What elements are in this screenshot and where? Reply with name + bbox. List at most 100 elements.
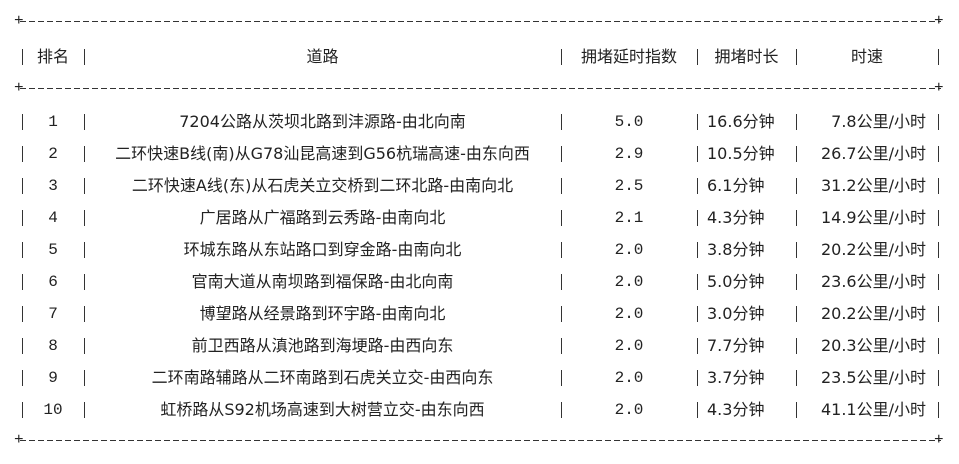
cell-speed: 26.7公里/小时: [820, 144, 926, 163]
column-separator: [697, 242, 698, 258]
column-separator: [697, 114, 698, 130]
column-separator: [84, 146, 85, 162]
cell-road: 二环南路辅路从二环南路到石虎关立交-由西向东: [151, 368, 494, 387]
cell-rank: 2: [48, 145, 58, 163]
column-separator: [22, 49, 23, 65]
column-separator: [697, 49, 698, 65]
cell-congestion-duration: 16.6分钟: [707, 112, 775, 131]
table-row: 9 二环南路辅路从二环南路到石虎关立交-由西向东 2.0 3.7分钟 23.5公里/小时: [0, 366, 959, 390]
column-separator: [697, 370, 698, 386]
cell-congestion-duration: 3.0分钟: [707, 304, 765, 323]
column-separator: [938, 114, 939, 130]
table-row: 2 二环快速B线(南)从G78汕昆高速到G56杭瑞高速-由东向西 2.9 10.5分钟…: [0, 142, 959, 166]
corner-plus: +: [934, 79, 944, 97]
column-separator: [561, 146, 562, 162]
cell-rank: 6: [48, 273, 58, 291]
column-separator: [938, 146, 939, 162]
cell-road: 前卫西路从滇池路到海埂路-由西向东: [191, 336, 454, 355]
column-separator: [796, 210, 797, 226]
column-separator: [84, 306, 85, 322]
table-row: 5 环城东路从东站路口到穿金路-由南向北 2.0 3.8分钟 20.2公里/小时: [0, 238, 959, 262]
column-separator: [22, 242, 23, 258]
cell-speed: 7.8公里/小时: [831, 112, 926, 131]
column-separator: [938, 49, 939, 65]
cell-rank: 5: [48, 241, 58, 259]
table-row: 6 官南大道从南坝路到福保路-由北向南 2.0 5.0分钟 23.6公里/小时: [0, 270, 959, 294]
column-separator: [796, 402, 797, 418]
column-separator: [561, 178, 562, 194]
column-separator: [561, 338, 562, 354]
cell-speed: 20.2公里/小时: [820, 304, 926, 323]
column-separator: [84, 178, 85, 194]
cell-speed: 31.2公里/小时: [820, 176, 926, 195]
column-separator: [796, 274, 797, 290]
column-separator: [22, 146, 23, 162]
column-separator: [22, 306, 23, 322]
column-separator: [22, 210, 23, 226]
table-row: 8 前卫西路从滇池路到海埂路-由西向东 2.0 7.7分钟 20.3公里/小时: [0, 334, 959, 358]
column-separator: [561, 242, 562, 258]
cell-rank: 10: [43, 401, 63, 419]
cell-delay-index: 2.0: [614, 273, 644, 291]
column-separator: [938, 402, 939, 418]
cell-delay-index: 2.9: [614, 145, 644, 163]
column-separator: [796, 146, 797, 162]
cell-speed: 20.3公里/小时: [820, 336, 926, 355]
cell-road: 官南大道从南坝路到福保路-由北向南: [191, 272, 454, 291]
table-row: 1 7204公路从茨坝北路到沣源路-由北向南 5.0 16.6分钟 7.8公里/小时: [0, 110, 959, 134]
column-separator: [796, 370, 797, 386]
column-separator: [796, 306, 797, 322]
column-separator: [22, 114, 23, 130]
cell-road: 博望路从经景路到环宇路-由南向北: [199, 304, 446, 323]
cell-rank: 8: [48, 337, 58, 355]
cell-rank: 3: [48, 177, 58, 195]
cell-delay-index: 2.0: [614, 401, 644, 419]
cell-road: 7204公路从茨坝北路到沣源路-由北向南: [179, 112, 466, 131]
bottom-border: [20, 440, 941, 441]
column-separator: [84, 402, 85, 418]
column-separator: [796, 338, 797, 354]
header-border: [20, 88, 941, 89]
cell-delay-index: 2.0: [614, 241, 644, 259]
header-congestion-duration: 拥堵时长: [714, 47, 779, 66]
table-row: 3 二环快速A线(东)从石虎关立交桥到二环北路-由南向北 2.5 6.1分钟 31.2公…: [0, 174, 959, 198]
column-separator: [796, 49, 797, 65]
cell-congestion-duration: 4.3分钟: [707, 400, 765, 419]
column-separator: [796, 242, 797, 258]
column-separator: [697, 338, 698, 354]
column-separator: [84, 338, 85, 354]
column-separator: [84, 210, 85, 226]
column-separator: [22, 370, 23, 386]
cell-rank: 1: [48, 113, 58, 131]
column-separator: [938, 274, 939, 290]
table-row: 4 广居路从广福路到云秀路-由南向北 2.1 4.3分钟 14.9公里/小时: [0, 206, 959, 230]
header-delay-index: 拥堵延时指数: [580, 47, 677, 66]
header-road: 道路: [306, 47, 339, 66]
column-separator: [796, 178, 797, 194]
cell-congestion-duration: 6.1分钟: [707, 176, 765, 195]
column-separator: [938, 210, 939, 226]
table-row: 10 虹桥路从S92机场高速到大树营立交-由东向西 2.0 4.3分钟 41.1公里/小…: [0, 398, 959, 422]
corner-plus: +: [14, 79, 24, 97]
cell-congestion-duration: 5.0分钟: [707, 272, 765, 291]
column-separator: [697, 146, 698, 162]
cell-rank: 4: [48, 209, 58, 227]
cell-congestion-duration: 4.3分钟: [707, 208, 765, 227]
table-row: 7 博望路从经景路到环宇路-由南向北 2.0 3.0分钟 20.2公里/小时: [0, 302, 959, 326]
cell-speed: 23.5公里/小时: [820, 368, 926, 387]
column-separator: [938, 242, 939, 258]
column-separator: [561, 402, 562, 418]
column-separator: [561, 210, 562, 226]
cell-road: 二环快速B线(南)从G78汕昆高速到G56杭瑞高速-由东向西: [115, 144, 530, 163]
cell-congestion-duration: 10.5分钟: [707, 144, 775, 163]
column-separator: [561, 370, 562, 386]
column-separator: [561, 49, 562, 65]
cell-speed: 41.1公里/小时: [820, 400, 926, 419]
column-separator: [561, 114, 562, 130]
corner-plus: +: [934, 12, 944, 30]
cell-delay-index: 5.0: [614, 113, 644, 131]
cell-congestion-duration: 7.7分钟: [707, 336, 765, 355]
cell-congestion-duration: 3.7分钟: [707, 368, 765, 387]
column-separator: [22, 274, 23, 290]
column-separator: [84, 274, 85, 290]
